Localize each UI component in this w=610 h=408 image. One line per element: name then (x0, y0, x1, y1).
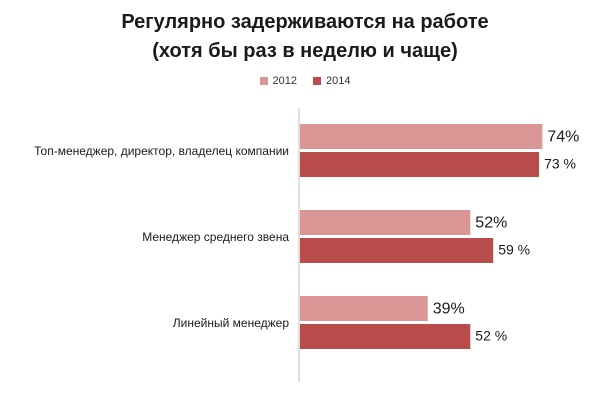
category-label: Топ-менеджер, директор, владелец компани… (34, 144, 289, 158)
chart-title: Регулярно задерживаются на работе (хотя … (0, 8, 610, 66)
bar-2014-3 (300, 324, 471, 349)
bar-2014-2 (300, 238, 494, 263)
data-label-2012-3: 39% (433, 301, 465, 318)
data-label-2014-1: 73 % (544, 156, 576, 172)
legend-swatch-2014 (313, 77, 321, 85)
bar-2012-2 (300, 210, 471, 235)
category-label: Менеджер среднего звена (142, 230, 289, 244)
data-label-2012-2: 52% (475, 215, 507, 232)
bar-2012-1 (300, 124, 543, 149)
chart-title-line-2: (хотя бы раз в неделю и чаще) (152, 40, 458, 62)
legend-item-2014: 2014 (313, 75, 350, 87)
data-label-2014-2: 59 % (498, 242, 530, 258)
legend-item-2012: 2012 (259, 75, 297, 87)
category-label: Линейный менеджер (173, 316, 290, 330)
data-label-2014-3: 52 % (475, 328, 507, 344)
legend-swatch-2012 (259, 77, 268, 85)
data-label-2012-1: 74% (547, 129, 579, 146)
legend-label-2014: 2014 (326, 75, 351, 87)
bar-2014-1 (300, 152, 540, 177)
bar-2012-3 (300, 296, 428, 321)
chart-title-line-1: Регулярно задерживаются на работе (121, 11, 489, 33)
legend-label-2012: 2012 (272, 75, 297, 87)
chart-legend: 2012 2014 (0, 75, 610, 87)
